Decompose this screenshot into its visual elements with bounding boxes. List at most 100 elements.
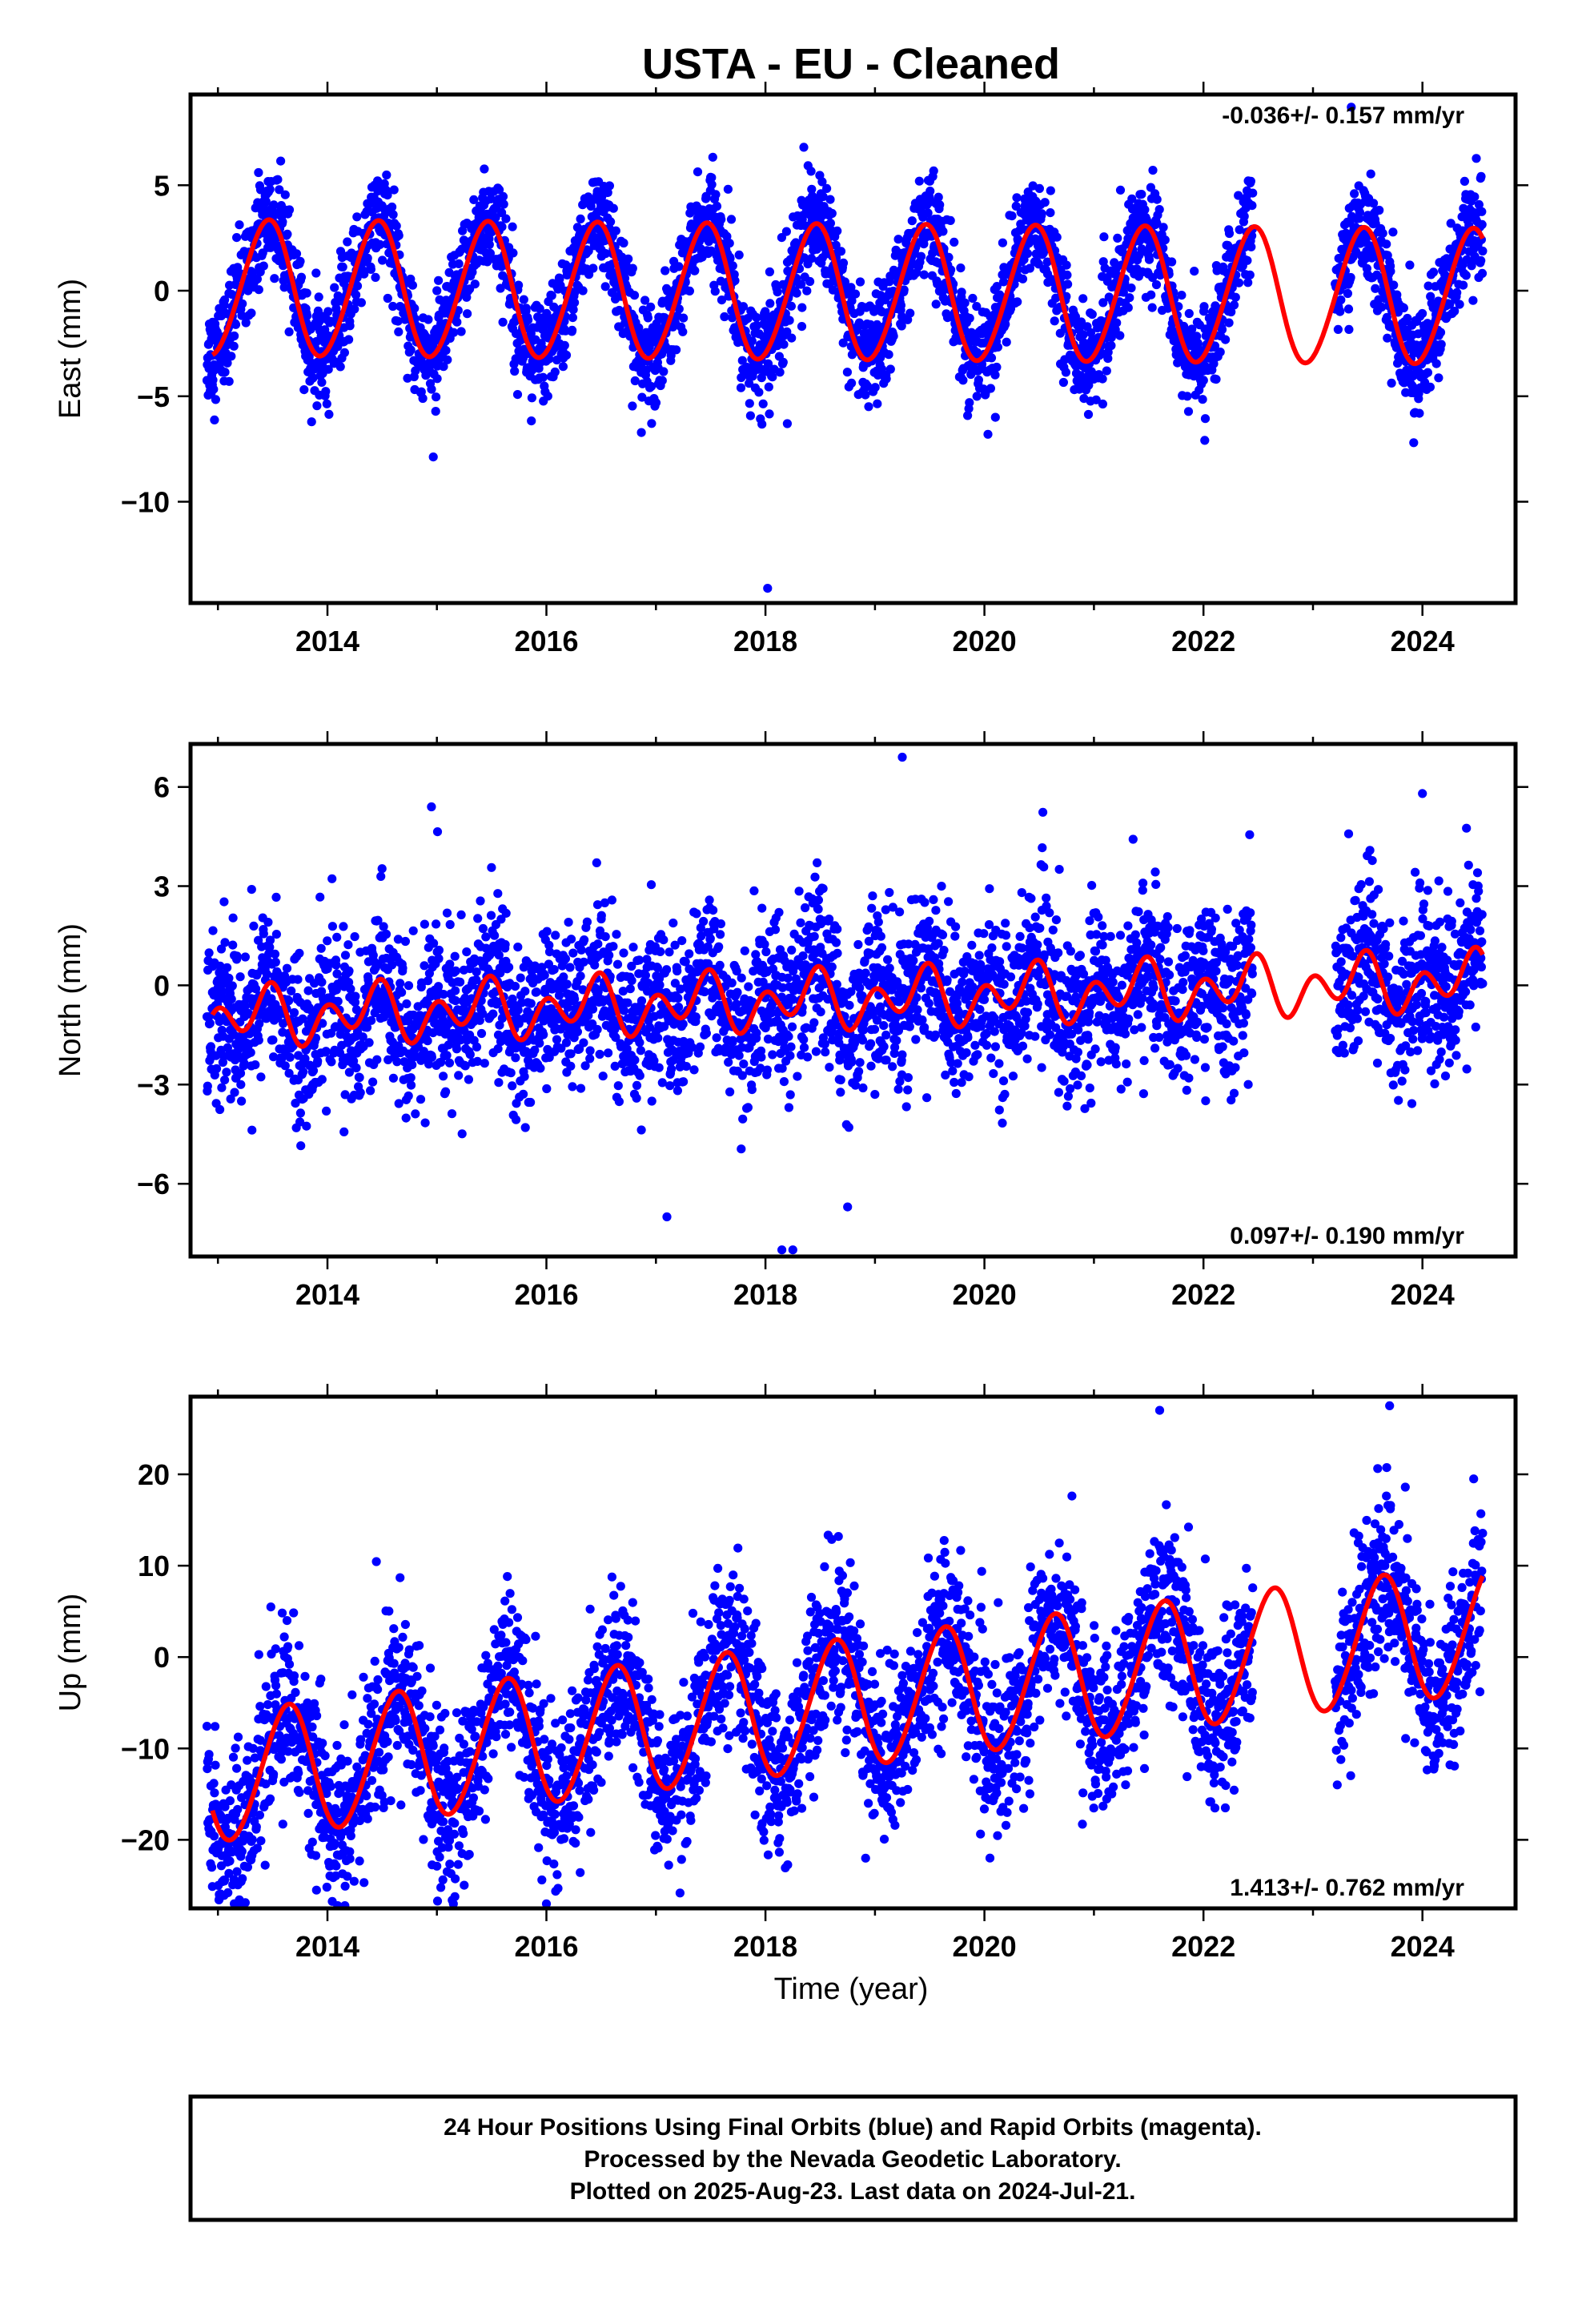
- north-data-point: [681, 1062, 691, 1072]
- north-data-point: [368, 1077, 378, 1087]
- east-data-point: [629, 291, 640, 300]
- north-data-point: [532, 987, 541, 997]
- east-data-point: [934, 192, 943, 202]
- east-data-point: [1061, 368, 1070, 377]
- east-data-point: [773, 287, 782, 297]
- east-data-point: [647, 419, 656, 428]
- north-data-point: [420, 1118, 430, 1128]
- north-data-point: [654, 1063, 664, 1072]
- east-data-point: [1389, 280, 1399, 290]
- east-data-point: [968, 293, 978, 304]
- north-data-point: [462, 947, 472, 957]
- north-data-point: [302, 1121, 311, 1131]
- east-data-point: [929, 166, 938, 175]
- east-data-point: [1239, 211, 1249, 221]
- east-data-point: [382, 170, 391, 180]
- north-data-point: [332, 932, 342, 942]
- north-data-point: [344, 966, 354, 975]
- north-data-point: [271, 957, 280, 967]
- north-data-point: [220, 1076, 230, 1085]
- east-data-point: [946, 215, 955, 225]
- east-data-point: [550, 367, 560, 377]
- east-data-point: [1335, 307, 1345, 316]
- north-data-point: [592, 858, 601, 867]
- east-data-point: [323, 364, 333, 374]
- north-data-point: [614, 1097, 624, 1107]
- east-data-point: [1224, 228, 1235, 239]
- north-data-point: [219, 897, 229, 907]
- east-data-point: [230, 331, 239, 341]
- east-data-point: [322, 399, 331, 408]
- east-data-point: [534, 364, 544, 373]
- north-data-point: [401, 1113, 411, 1123]
- north-data-point: [434, 954, 444, 963]
- east-data-point: [1193, 338, 1203, 348]
- east-data-point: [827, 208, 837, 219]
- north-data-point: [355, 1072, 364, 1083]
- east-data-point: [1098, 374, 1107, 384]
- north-data-point: [457, 1129, 467, 1139]
- east-data-point: [237, 311, 247, 320]
- east-data-point: [708, 152, 717, 162]
- north-data-point: [215, 1104, 225, 1115]
- east-data-point: [1183, 407, 1194, 416]
- east-data-point: [1460, 176, 1469, 186]
- north-data-point: [625, 984, 635, 994]
- east-data-point: [1034, 183, 1044, 193]
- north-data-point: [551, 931, 560, 940]
- east-data-point: [990, 412, 1000, 422]
- east-data-point: [1140, 205, 1150, 215]
- east-data-point: [439, 362, 448, 372]
- east-data-point: [802, 286, 812, 296]
- east-data-point: [317, 377, 327, 387]
- north-data-point: [222, 1068, 231, 1077]
- north-data-point: [473, 914, 483, 923]
- east-data-point: [725, 239, 734, 248]
- east-data-point: [366, 264, 375, 274]
- north-data-point: [560, 954, 571, 963]
- east-data-point: [720, 312, 729, 322]
- north-data-point: [585, 1054, 595, 1063]
- east-data-point: [958, 376, 968, 385]
- east-data-point: [470, 279, 480, 289]
- north-data-point: [520, 987, 530, 996]
- east-data-point: [1137, 190, 1146, 199]
- east-data-point: [768, 372, 777, 382]
- north-data-point: [636, 996, 647, 1006]
- east-data-point: [229, 341, 239, 351]
- east-data-point: [1147, 303, 1157, 312]
- north-data-point: [442, 1051, 452, 1060]
- east-data-point: [588, 263, 598, 273]
- east-data-point: [986, 353, 997, 363]
- north-data-point: [678, 1019, 688, 1029]
- east-data-point: [443, 355, 452, 364]
- east-data-point: [351, 290, 361, 300]
- east-data-point: [527, 416, 536, 426]
- north-data-point: [315, 892, 325, 902]
- east-data-point: [1434, 373, 1443, 383]
- east-data-point: [363, 253, 372, 263]
- east-data-point: [600, 282, 610, 292]
- east-data-point: [738, 302, 749, 312]
- north-data-point: [223, 963, 232, 972]
- east-data-point: [606, 217, 616, 227]
- east-data-point: [1123, 303, 1133, 312]
- north-data-point: [488, 1009, 498, 1019]
- north-data-point: [565, 963, 575, 972]
- east-data-point: [524, 316, 533, 325]
- east-data-point: [728, 261, 737, 271]
- east-data-point: [965, 398, 974, 408]
- north-data-point: [659, 935, 669, 945]
- east-data-point: [452, 317, 462, 327]
- north-data-point: [673, 966, 682, 976]
- north-data-point: [608, 942, 618, 951]
- north-data-point: [673, 993, 683, 1003]
- east-data-point: [1387, 378, 1396, 388]
- east-data-point: [417, 358, 428, 368]
- east-data-point: [247, 268, 257, 278]
- north-data-point: [208, 926, 218, 935]
- east-data-point: [209, 384, 219, 394]
- east-data-point: [495, 185, 504, 195]
- east-data-point: [1366, 169, 1375, 179]
